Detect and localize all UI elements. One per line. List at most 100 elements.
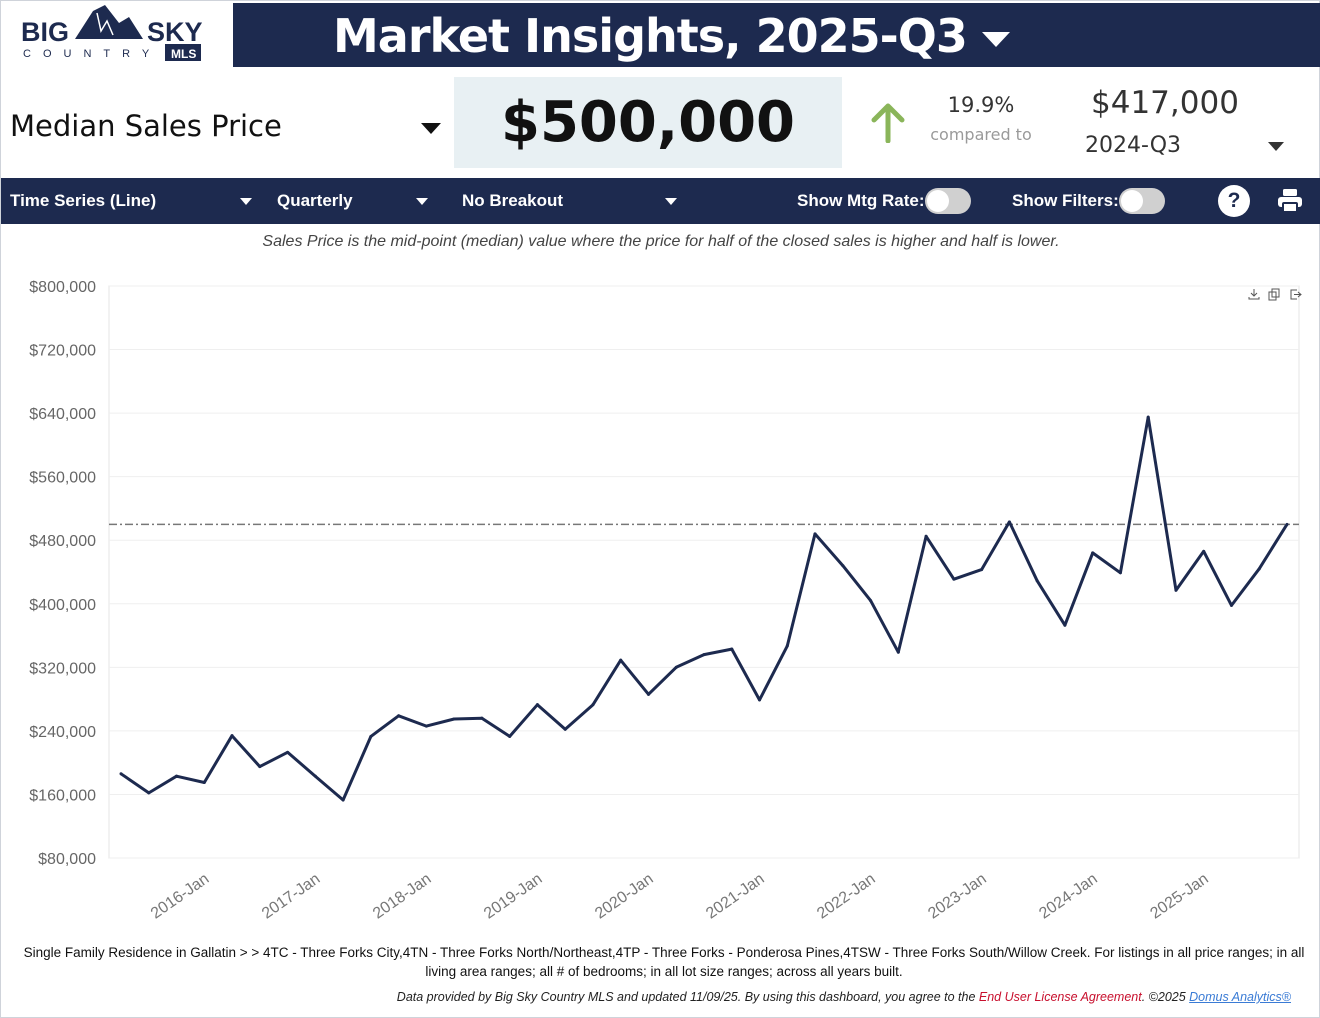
data-point [1063, 623, 1067, 627]
svg-text:MLS: MLS [171, 47, 196, 61]
svg-text:COUNTRY: COUNTRY [23, 48, 161, 60]
chevron-down-icon [421, 123, 441, 134]
line-chart: $80,000 $160,000 $240,000 $320,000 $400,000 $… [29, 279, 1302, 923]
percent-change: 19.9% [947, 93, 1015, 117]
data-point [980, 568, 984, 572]
data-point [785, 644, 789, 648]
question-icon: ? [1227, 189, 1241, 212]
data-point [535, 703, 539, 707]
data-point [591, 703, 595, 707]
data-point [480, 716, 484, 720]
data-point [1035, 579, 1039, 583]
data-point [841, 564, 845, 568]
data-point [452, 717, 456, 721]
filters-label: Show Filters: [1012, 191, 1119, 210]
data-point [813, 532, 817, 536]
download-icon[interactable] [1248, 289, 1260, 300]
copy-icon[interactable] [1268, 288, 1280, 301]
y-tick-label: $320,000 [29, 660, 96, 677]
chevron-down-icon [981, 32, 1010, 47]
data-point [1285, 522, 1289, 526]
export-icon[interactable] [1290, 289, 1302, 300]
previous-value: $417,000 [1091, 85, 1239, 121]
chart-type-dropdown[interactable]: Time Series (Line) [10, 191, 255, 211]
chevron-down-icon [240, 198, 252, 205]
series-line [120, 415, 1289, 802]
metric-label: Median Sales Price [10, 109, 282, 143]
x-tick-label: 2020-Jan [592, 870, 656, 922]
svg-text:BIG: BIG [21, 17, 69, 47]
big-sky-country-mls-logo: BIG SKY COUNTRY MLS [1, 1, 233, 67]
compared-to-label: compared to [930, 125, 1032, 144]
y-tick-label: $480,000 [29, 533, 96, 550]
data-point [896, 650, 900, 654]
data-point [1229, 603, 1233, 607]
compare-period-dropdown[interactable]: 2024-Q3 [1085, 133, 1182, 158]
y-tick-label: $400,000 [29, 597, 96, 614]
x-tick-label: 2023-Jan [925, 870, 989, 922]
filters-toggle[interactable] [1119, 188, 1165, 214]
metric-value: $500,000 [454, 77, 842, 168]
y-tick-label: $80,000 [38, 851, 96, 868]
data-point [369, 734, 373, 738]
chevron-down-icon [665, 198, 677, 205]
data-point [869, 599, 873, 603]
data-point [230, 734, 234, 738]
data-point [147, 791, 151, 795]
y-tick-label: $800,000 [29, 279, 96, 296]
data-point [424, 724, 428, 728]
y-tick-label: $160,000 [29, 787, 96, 804]
y-tick-label: $560,000 [29, 470, 96, 487]
svg-text:SKY: SKY [147, 17, 203, 47]
y-tick-label: $240,000 [29, 724, 96, 741]
breakout-dropdown[interactable]: No Breakout [462, 191, 678, 211]
metric-dropdown[interactable]: Median Sales Price [1, 97, 451, 157]
x-tick-label: 2018-Jan [370, 870, 434, 922]
x-tick-label: 2017-Jan [259, 870, 323, 922]
x-tick-label: 2024-Jan [1036, 870, 1100, 922]
data-point [175, 774, 179, 778]
data-point [1118, 571, 1122, 575]
chevron-down-icon [416, 198, 428, 205]
x-tick-label: 2019-Jan [481, 870, 545, 922]
data-point [563, 727, 567, 731]
data-point [952, 577, 956, 581]
data-point [1202, 549, 1206, 553]
title-bar[interactable]: Market Insights, 2025-Q3 [233, 3, 1320, 67]
x-tick-label: 2021-Jan [703, 870, 767, 922]
footer: Data provided by Big Sky Country MLS and… [396, 990, 1291, 1004]
y-tick-label: $640,000 [29, 406, 96, 423]
data-point [619, 658, 623, 662]
mtg-rate-label: Show Mtg Rate: [797, 191, 925, 210]
x-tick-label: 2016-Jan [148, 870, 212, 922]
data-point [508, 734, 512, 738]
x-tick-label: 2025-Jan [1147, 870, 1211, 922]
toolbar: Time Series (Line) Quarterly No Breakout… [1, 178, 1320, 224]
help-button[interactable]: ? [1218, 185, 1250, 217]
data-point [202, 781, 206, 785]
data-point [646, 692, 650, 696]
print-icon[interactable] [1277, 189, 1303, 213]
data-point [397, 714, 401, 718]
y-tick-label: $720,000 [29, 343, 96, 360]
data-point [286, 750, 290, 754]
eula-link[interactable]: End User License Agreement [978, 990, 1142, 1004]
data-point [1146, 415, 1150, 419]
page-title[interactable]: Market Insights, 2025-Q3 [333, 9, 1010, 63]
domus-analytics-link[interactable]: Domus Analytics® [1189, 990, 1291, 1004]
data-point [758, 698, 762, 702]
data-point [1091, 551, 1095, 555]
data-point [119, 772, 123, 776]
interval-dropdown[interactable]: Quarterly [277, 191, 429, 211]
data-point [674, 665, 678, 669]
up-arrow-icon [871, 103, 905, 143]
chevron-down-icon[interactable] [1268, 142, 1284, 151]
data-point [341, 798, 345, 802]
data-point [702, 653, 706, 657]
data-point [313, 774, 317, 778]
data-point [1174, 588, 1178, 592]
mtg-rate-toggle[interactable] [925, 188, 971, 214]
data-point [924, 534, 928, 538]
data-point [1007, 520, 1011, 524]
data-point [258, 765, 262, 769]
